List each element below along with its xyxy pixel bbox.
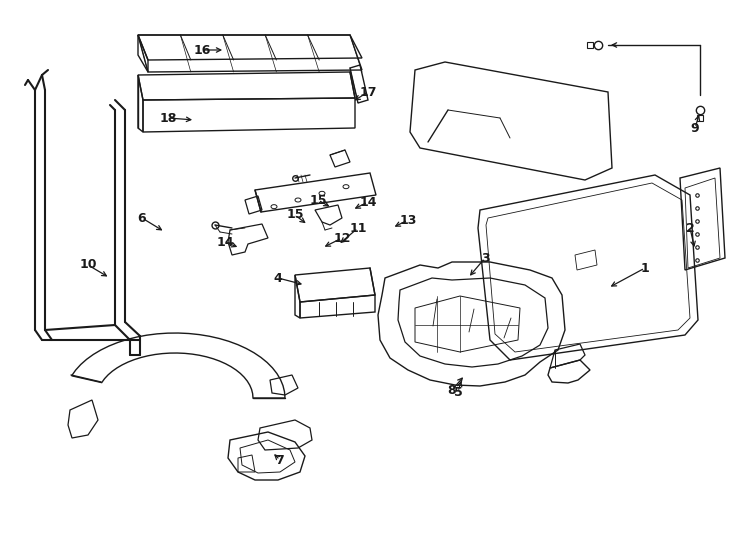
Text: 13: 13 <box>399 213 417 226</box>
Text: 17: 17 <box>359 85 377 98</box>
Text: 11: 11 <box>349 221 367 234</box>
Text: 15: 15 <box>286 208 304 221</box>
Text: 8: 8 <box>448 383 457 396</box>
Text: 7: 7 <box>276 454 284 467</box>
Text: 15: 15 <box>309 193 327 206</box>
Text: 5: 5 <box>454 386 462 399</box>
Text: 2: 2 <box>686 221 694 234</box>
Text: 14: 14 <box>217 235 233 248</box>
Text: 14: 14 <box>359 195 377 208</box>
Text: 9: 9 <box>691 122 700 134</box>
Text: 6: 6 <box>138 212 146 225</box>
Text: 18: 18 <box>159 111 177 125</box>
Text: 4: 4 <box>274 272 283 285</box>
Text: 10: 10 <box>79 259 97 272</box>
Text: 3: 3 <box>481 252 490 265</box>
Text: 16: 16 <box>193 44 211 57</box>
Text: 12: 12 <box>333 232 351 245</box>
Text: 1: 1 <box>641 261 650 274</box>
